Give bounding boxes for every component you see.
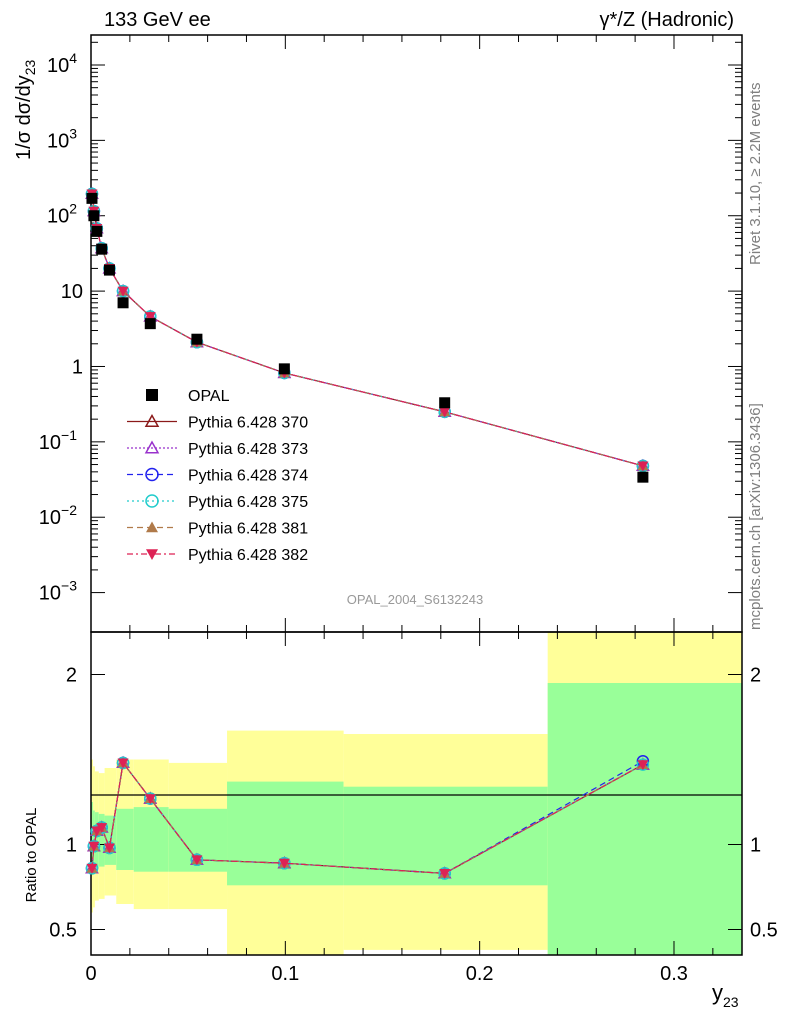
data-point-opal: [439, 397, 451, 409]
main-ytick-label: 10−3: [39, 578, 77, 605]
analysis-watermark: OPAL_2004_S6132243: [347, 592, 483, 607]
data-point-opal: [278, 363, 290, 375]
legend-label: Pythia 6.428 375: [188, 494, 308, 511]
tick-exponent: −1: [61, 427, 77, 443]
band-inner-8: [227, 781, 344, 886]
y-axis-label-main: 1/σ dσ/dy23: [13, 59, 38, 160]
data-point-opal: [191, 333, 203, 345]
data-point-opal: [637, 471, 649, 483]
xtick-label: 0.2: [466, 963, 494, 985]
ratio-ytick-label: 1: [66, 835, 77, 857]
main-marker-mc382: [144, 312, 156, 323]
legend-marker-mc374: [145, 467, 159, 482]
ratio-marker-mc382: [191, 855, 203, 866]
main-frame: [90, 34, 743, 633]
main-ytick-label: 103: [47, 125, 77, 152]
legend-label: Pythia 6.428 381: [188, 521, 308, 538]
x-axis-label: y23: [712, 980, 739, 1010]
legend-marker-mc375: [145, 494, 159, 508]
tick-exponent: −3: [61, 578, 77, 594]
data-point-opal: [91, 225, 103, 237]
legend-marker-mc381: [146, 521, 158, 533]
ratio-marker-mc382: [103, 843, 115, 854]
xtick-label: 0.1: [271, 963, 299, 985]
rivet-version-text: Rivet 3.1.10, ≥ 2.2M events: [747, 83, 764, 266]
ratio-marker-mc382: [86, 863, 98, 874]
tick-exponent: −2: [61, 502, 77, 518]
main-ytick-label: 10: [61, 281, 83, 303]
legend-label: OPAL: [188, 388, 230, 405]
ratio-marker-mc382: [88, 841, 100, 852]
mcplots-text: mcplots.cern.ch [arXiv:1306.3436]: [747, 403, 764, 630]
main-ytick-label: 104: [47, 50, 77, 77]
band-inner-10: [547, 683, 742, 955]
data-point-opal: [86, 192, 98, 204]
right-title: γ*/Z (Hadronic): [600, 9, 734, 31]
band-inner-2: [94, 812, 99, 869]
left-title: 133 GeV ee: [104, 9, 211, 31]
legend-label: Pythia 6.428 373: [188, 441, 308, 458]
ratio-marker-mc382: [637, 760, 649, 771]
legend-label: Pythia 6.428 382: [188, 547, 308, 564]
band-inner-3: [98, 813, 105, 867]
legend-marker-mc373: [144, 440, 160, 454]
data-point-opal: [144, 318, 156, 330]
svg-text:y23: y23: [712, 980, 739, 1010]
tick-exponent: 2: [69, 201, 77, 217]
ratio-uncertainty-bands: [91, 632, 742, 955]
legend: OPAL Pythia 6.428 370 Pythia 6.428 373 Pyth…: [127, 388, 308, 564]
data-point-opal: [103, 264, 115, 276]
main-ytick-label: 102: [47, 201, 77, 228]
main-ytick-label: 10−2: [39, 502, 77, 529]
data-point-opal: [117, 297, 129, 309]
data-point-opal: [88, 210, 100, 222]
band-inner-0: [91, 802, 93, 876]
legend-label: Pythia 6.428 374: [188, 468, 308, 485]
series-layer: [85, 186, 650, 880]
ratio-line-mc382: [91, 761, 644, 875]
ratio-marker-mc382: [144, 794, 156, 805]
ratio-ytick-label-right: 0.5: [750, 920, 778, 942]
plot-frames: [90, 34, 743, 956]
band-inner-6: [133, 807, 169, 872]
main-ytick-label: 1: [72, 356, 83, 378]
xtick-label: 0.3: [660, 963, 688, 985]
legend-marker-mc382: [146, 549, 158, 560]
ratio-frame: [90, 631, 743, 956]
ratio-marker-mc382: [439, 869, 451, 879]
main-ytick-label: 10−1: [39, 427, 77, 454]
ratio-ytick-label-right: 1: [750, 835, 761, 857]
ratio-marker-mc375: [144, 792, 157, 805]
tick-exponent: 4: [69, 50, 77, 66]
ratio-ytick-label: 0.5: [49, 920, 77, 942]
xtick-label: 0: [85, 963, 96, 985]
svg-text:1/σ dσ/dy23: 1/σ dσ/dy23: [13, 59, 38, 160]
band-inner-5: [116, 808, 134, 870]
main-line-mc382: [91, 193, 644, 467]
legend-label: Pythia 6.428 370: [188, 415, 308, 432]
y-axis-label-ratio: Ratio to OPAL: [23, 808, 40, 903]
ratio-ytick-label: 2: [66, 665, 77, 687]
main-marker-mc382: [439, 407, 451, 418]
ratio-marker-mc382: [96, 823, 108, 833]
main-marker-mc382: [117, 286, 129, 297]
ratio-marker-mc382: [278, 858, 290, 869]
legend-marker-data: [146, 389, 158, 401]
ratio-ytick-label-right: 2: [750, 665, 761, 687]
tick-exponent: 3: [69, 125, 77, 141]
main-marker-mc382: [637, 461, 649, 472]
data-point-opal: [96, 243, 108, 255]
ratio-marker-mc382: [117, 758, 129, 769]
legend-marker-mc370: [144, 413, 160, 428]
